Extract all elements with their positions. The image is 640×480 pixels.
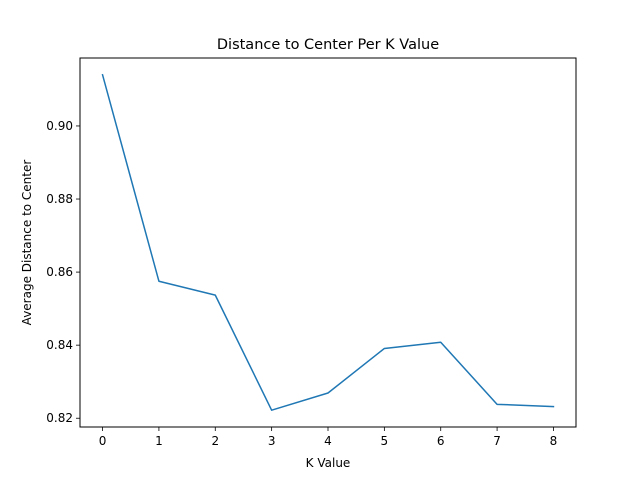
y-tick-label: 0.90	[46, 119, 73, 133]
x-tick-label: 5	[381, 434, 389, 448]
x-tick-label: 3	[268, 434, 276, 448]
x-axis-label: K Value	[306, 456, 351, 470]
plot-frame	[79, 57, 577, 428]
x-tick-label: 7	[493, 434, 501, 448]
x-tick-label: 6	[437, 434, 445, 448]
y-tick-label: 0.86	[46, 265, 73, 279]
plot-area: 0 1 2 3 4 5 6 7 8 0.82 0.84 0.86 0.88 0.90	[46, 73, 558, 448]
x-tick-label: 8	[550, 434, 558, 448]
x-tick-label: 0	[99, 434, 107, 448]
y-tick-label: 0.84	[46, 338, 73, 352]
chart-title: Distance to Center Per K Value	[217, 37, 439, 53]
x-tick-label: 4	[324, 434, 332, 448]
y-tick-label: 0.82	[46, 411, 73, 425]
series-line-0	[101, 73, 555, 411]
x-tick-label: 1	[155, 434, 163, 448]
y-tick-label: 0.88	[46, 192, 73, 206]
y-axis-label: Average Distance to Center	[20, 160, 34, 326]
x-tick-label: 2	[211, 434, 219, 448]
